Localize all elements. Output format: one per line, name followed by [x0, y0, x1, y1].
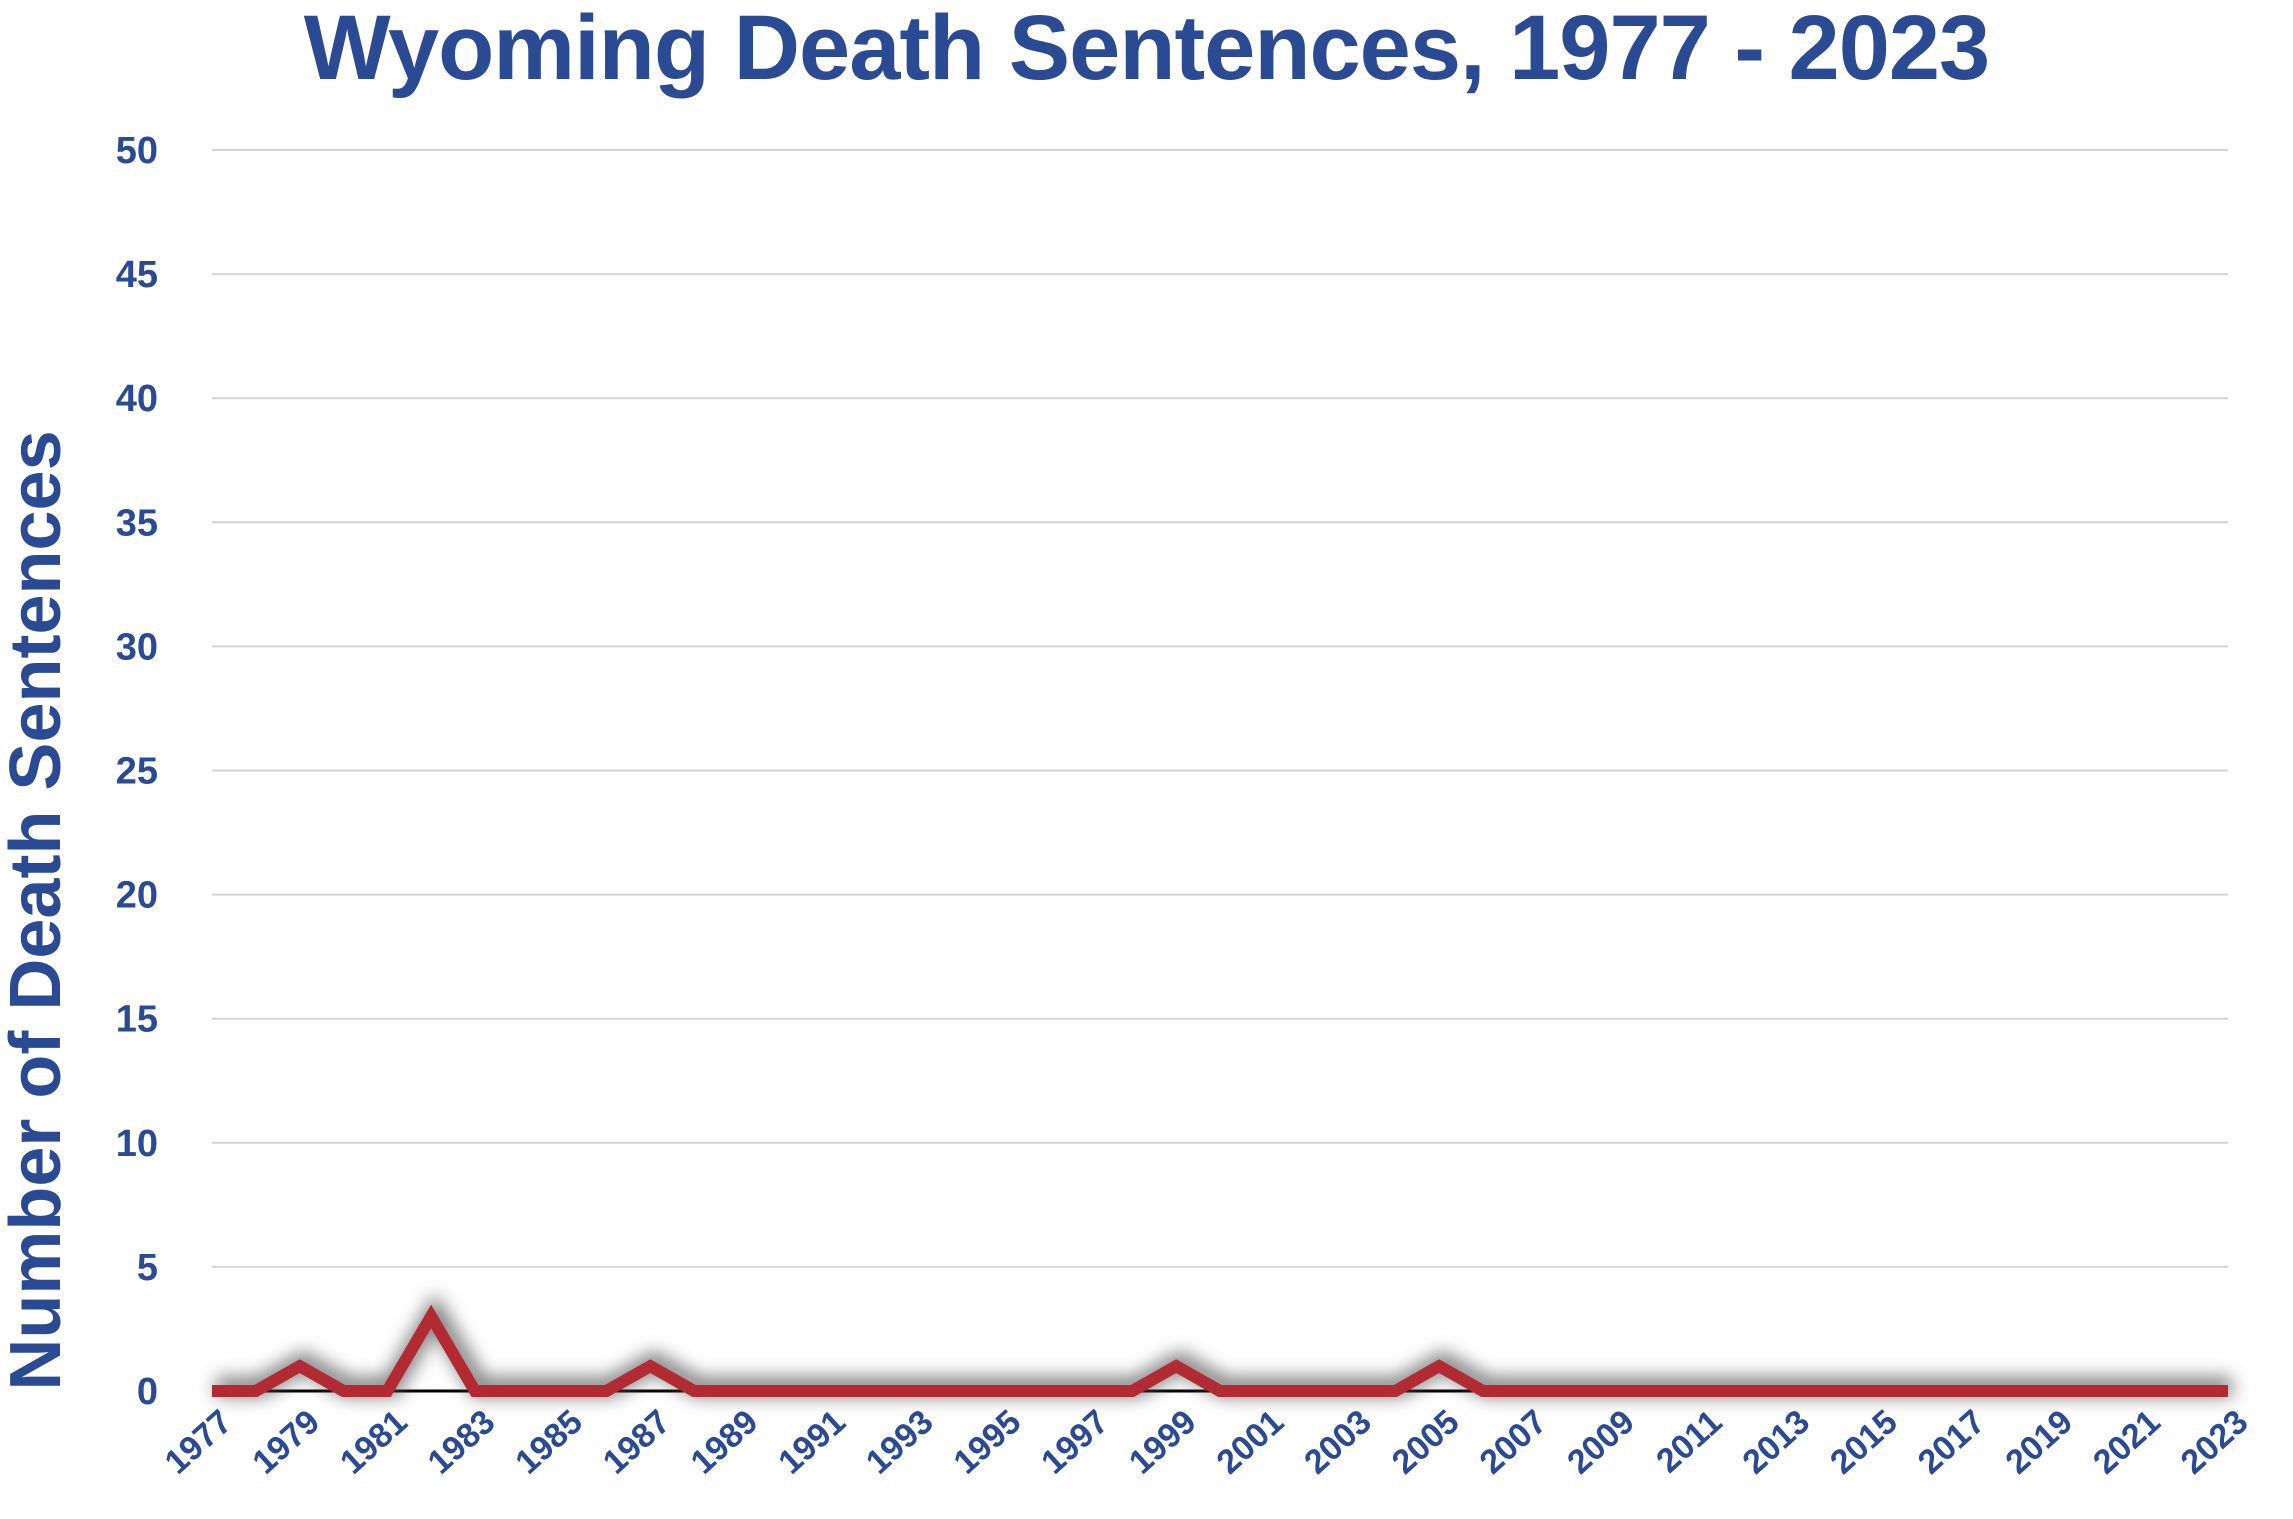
y-tick-label-15: 15	[116, 999, 158, 1041]
x-tick-label-1981: 1981	[333, 1403, 415, 1482]
x-tick-label-2011: 2011	[1649, 1403, 1729, 1481]
x-tick-label-2003: 2003	[1297, 1403, 1379, 1482]
y-tick-label-35: 35	[116, 502, 158, 544]
x-tick-label-2009: 2009	[1560, 1403, 1642, 1482]
x-tick-label-1985: 1985	[508, 1403, 590, 1482]
y-tick-label-50: 50	[116, 130, 158, 172]
x-tick-label-2001: 2001	[1210, 1403, 1292, 1482]
x-tick-label-1993: 1993	[859, 1403, 941, 1482]
y-tick-label-45: 45	[116, 254, 158, 296]
x-tick-label-2007: 2007	[1472, 1403, 1554, 1482]
y-axis-title: Number of Death Sentences	[0, 430, 76, 1390]
x-tick-label-1995: 1995	[947, 1403, 1029, 1482]
y-tick-label-0: 0	[137, 1371, 158, 1413]
x-tick-label-1991: 1991	[771, 1403, 853, 1482]
y-tick-label-25: 25	[116, 751, 158, 793]
x-tick-label-1997: 1997	[1034, 1403, 1116, 1482]
y-tick-label-20: 20	[116, 875, 158, 917]
series-line-shadow	[216, 1292, 2232, 1397]
x-tick-label-1977: 1977	[158, 1403, 240, 1482]
chart-title: Wyoming Death Sentences, 1977 - 2023	[303, 0, 1990, 99]
y-tick-label-10: 10	[116, 1123, 158, 1165]
x-tick-label-2017: 2017	[1911, 1403, 1993, 1482]
x-tick-label-2015: 2015	[1823, 1403, 1905, 1482]
x-tick-label-1983: 1983	[421, 1403, 503, 1482]
x-tick-label-1979: 1979	[245, 1403, 327, 1482]
x-tick-label-2023: 2023	[2174, 1403, 2256, 1482]
y-tick-label-40: 40	[116, 378, 158, 420]
x-tick-label-1989: 1989	[684, 1403, 766, 1482]
series-line	[212, 1304, 2228, 1397]
x-tick-label-1999: 1999	[1122, 1403, 1204, 1482]
x-tick-label-2005: 2005	[1385, 1403, 1467, 1482]
x-tick-label-2021: 2021	[2086, 1403, 2168, 1482]
y-tick-label-5: 5	[137, 1247, 158, 1289]
x-tick-label-1987: 1987	[596, 1403, 678, 1482]
x-tick-label-2013: 2013	[1735, 1403, 1817, 1482]
y-tick-label-30: 30	[116, 626, 158, 668]
x-tick-label-2019: 2019	[1998, 1403, 2080, 1482]
